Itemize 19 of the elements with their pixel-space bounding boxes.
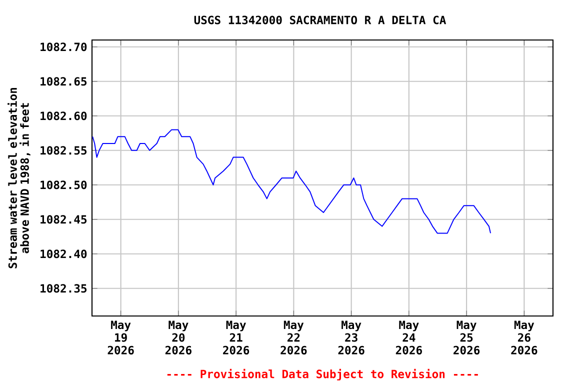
y-tick-label: 1082.60: [40, 112, 87, 120]
y-tick-label: 1082.40: [40, 250, 87, 258]
y-tick-label: 1082.45: [40, 215, 87, 224]
x-tick-label: May 21 2026: [223, 320, 250, 354]
x-tick-label: May 26 2026: [511, 320, 538, 354]
y-tick-label: 1082.70: [40, 42, 87, 52]
x-tick-label: May 19 2026: [108, 320, 134, 354]
x-tick-label: May 25 2026: [454, 320, 480, 354]
chart-title: USGS 11342000 SACRAMENTO R A DELTA CA: [194, 16, 446, 24]
y-axis-title: Stream water level elevation above NAVD 1988, in feet: [8, 88, 30, 268]
y-tick-label: 1082.55: [40, 146, 87, 155]
y-tick-label: 1082.50: [40, 180, 87, 190]
x-tick-label: May 24 2026: [396, 320, 422, 354]
y-tick-label: 1082.65: [40, 77, 87, 86]
x-tick-label: May 22 2026: [280, 320, 307, 354]
x-tick-label: May 20 2026: [165, 320, 192, 354]
y-tick-label: 1082.35: [40, 284, 87, 293]
text: ---- Provisional Data Subject to Revision ----: [167, 368, 478, 380]
x-tick-label: May 23 2026: [338, 320, 364, 354]
